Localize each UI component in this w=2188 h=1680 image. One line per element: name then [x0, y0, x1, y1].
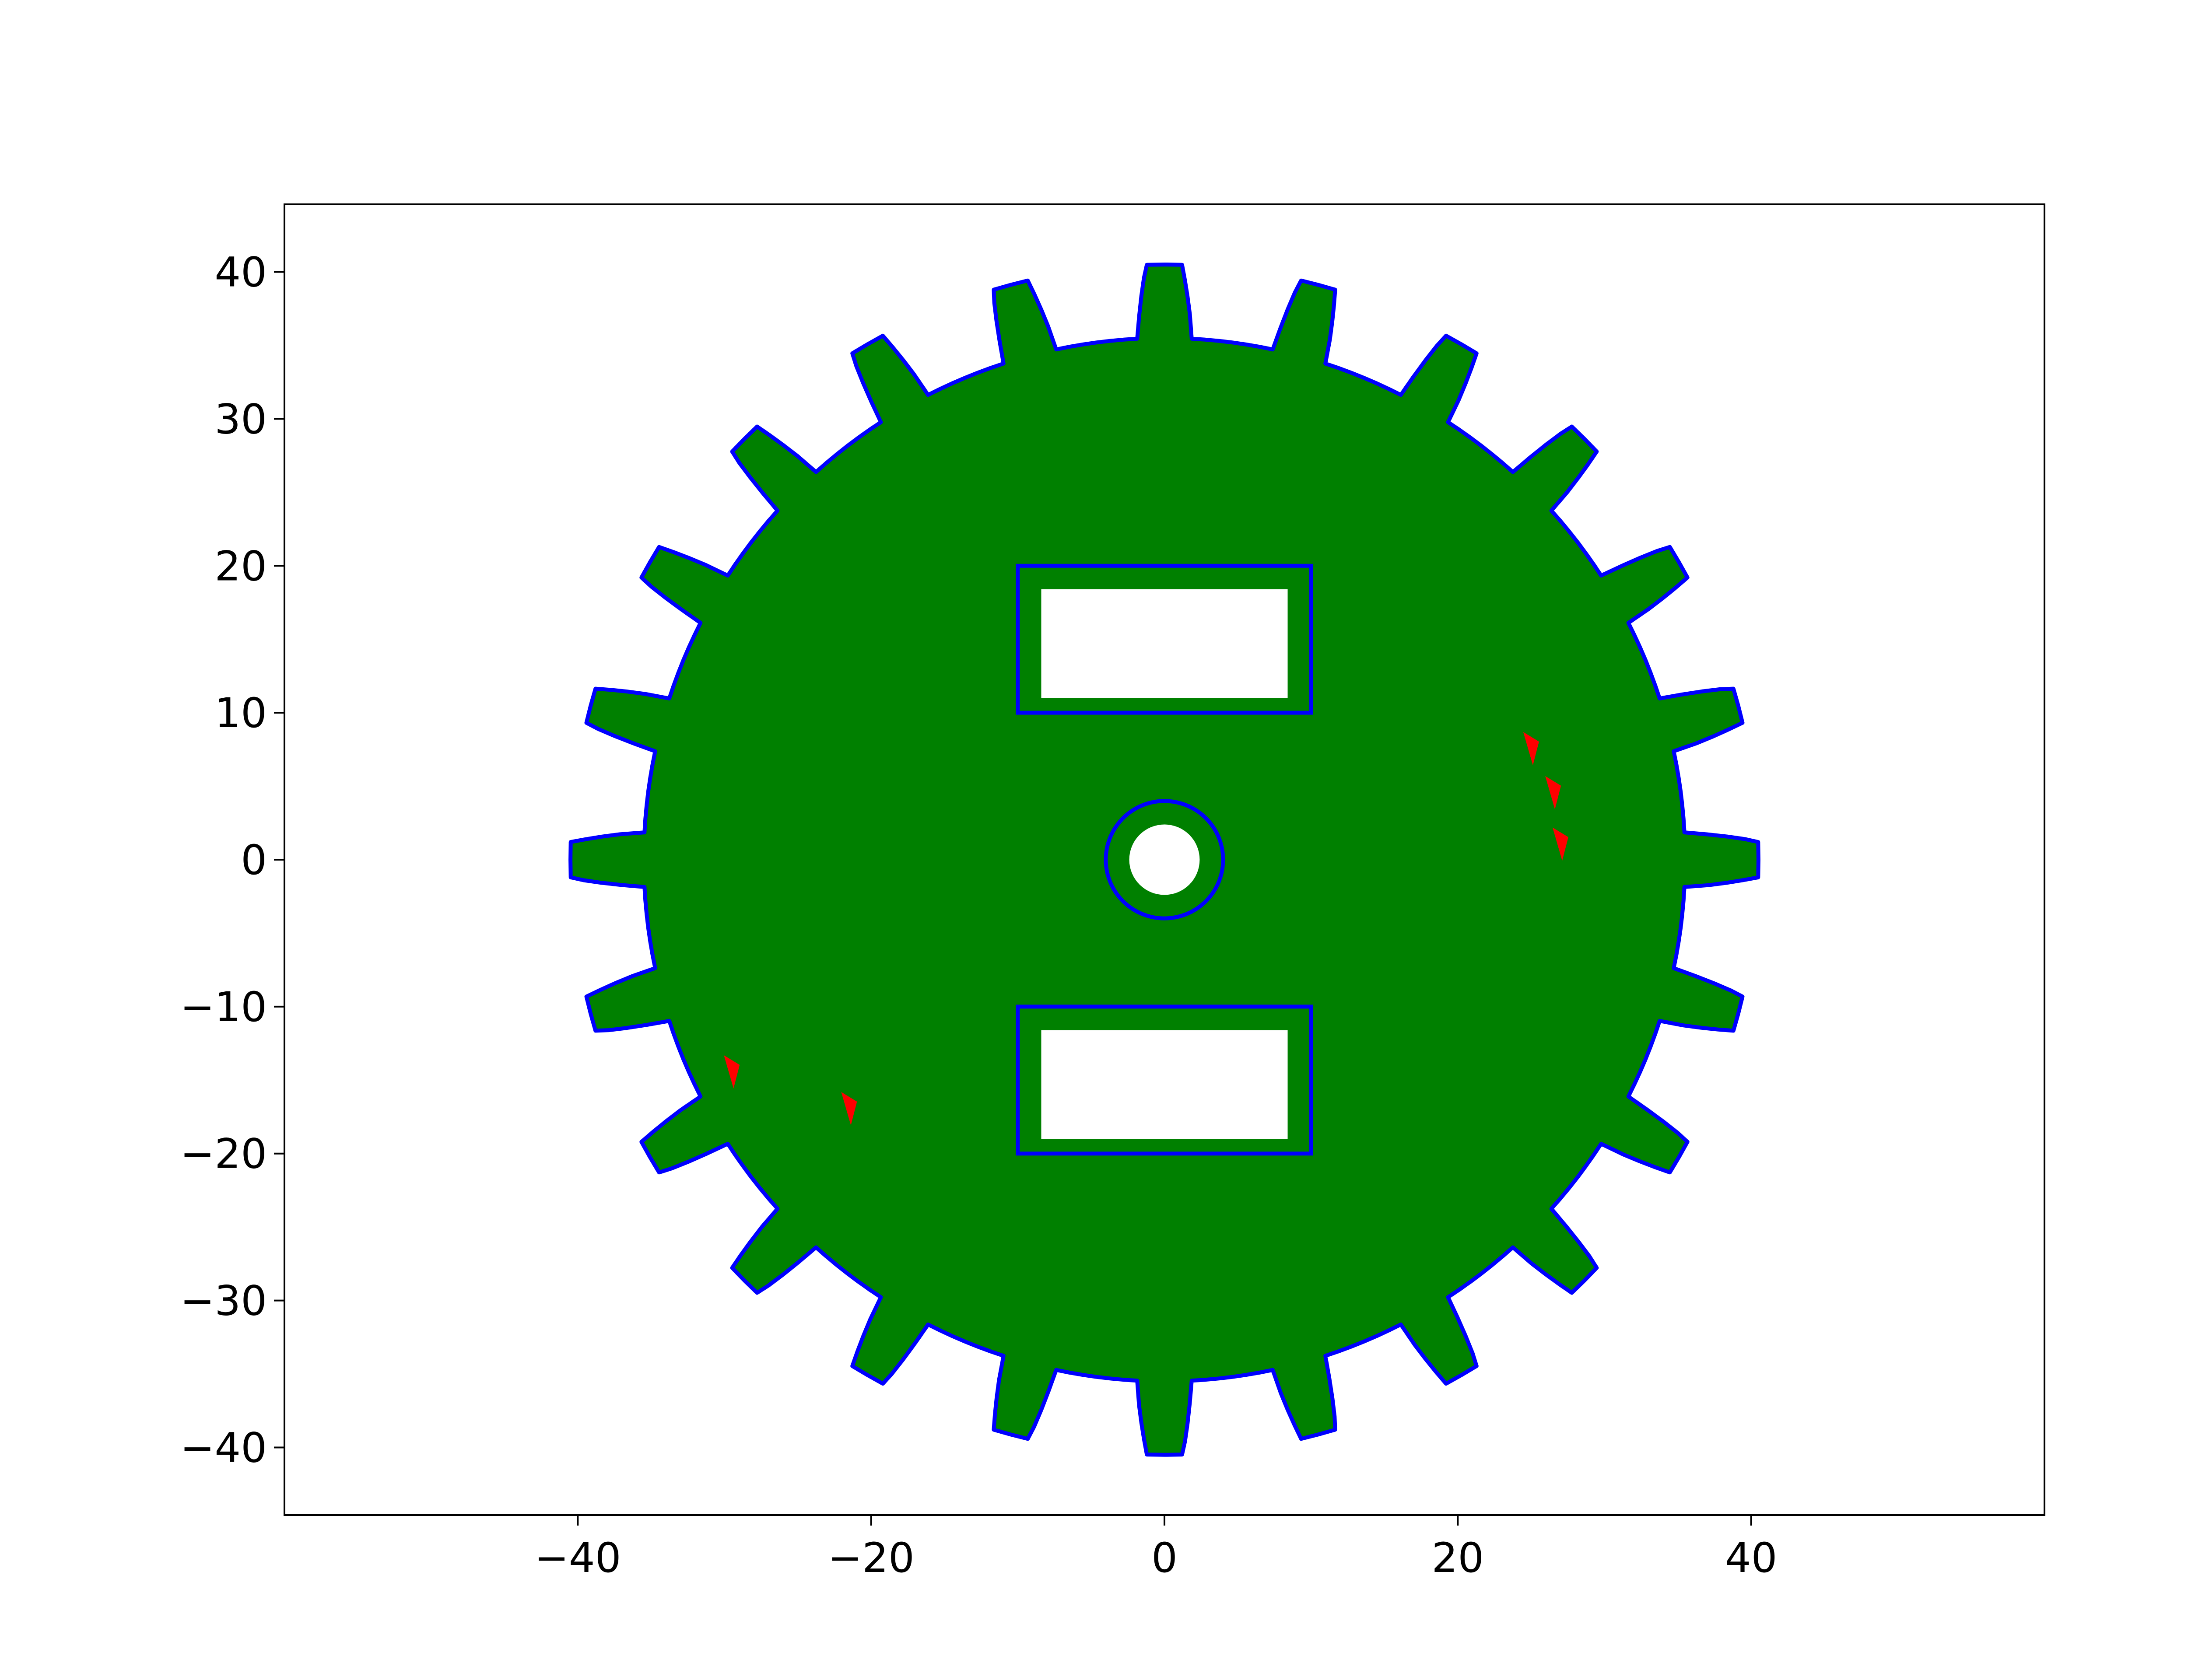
x-tick-label: 20 [1432, 1534, 1484, 1582]
red-marks-layer [724, 732, 1568, 1125]
red-mark-2 [1552, 827, 1568, 861]
upper-slot-outline [1016, 564, 1313, 715]
x-tick-label: −40 [534, 1534, 621, 1582]
red-mark-3 [724, 1055, 740, 1089]
red-mark-4 [841, 1092, 857, 1125]
y-tick-label: 10 [214, 690, 267, 737]
y-tick-label: −10 [180, 984, 267, 1031]
y-tick-label: 30 [214, 396, 267, 443]
y-tick-label: −30 [180, 1278, 267, 1325]
y-axis: −40 −30 −20 −10 0 10 20 30 40 [180, 249, 284, 1472]
lower-slot-outline [1016, 1004, 1313, 1156]
red-mark-1 [1545, 776, 1561, 809]
gear-body-fill [570, 264, 1759, 1455]
x-axis: −40 −20 0 20 40 [534, 1515, 1777, 1582]
y-tick-label: −40 [180, 1424, 267, 1472]
x-tick-label: 0 [1151, 1534, 1178, 1582]
x-tick-label: −20 [828, 1534, 914, 1582]
x-tick-label: 40 [1725, 1534, 1778, 1582]
plot-area [568, 262, 1760, 1457]
bore-outline [1104, 799, 1225, 920]
y-tick-label: 20 [214, 542, 267, 590]
red-mark-0 [1523, 732, 1539, 766]
y-tick-label: 0 [241, 836, 267, 884]
y-tick-label: −20 [180, 1130, 267, 1178]
y-tick-label: 40 [214, 249, 267, 297]
gear-outline [568, 262, 1760, 1457]
